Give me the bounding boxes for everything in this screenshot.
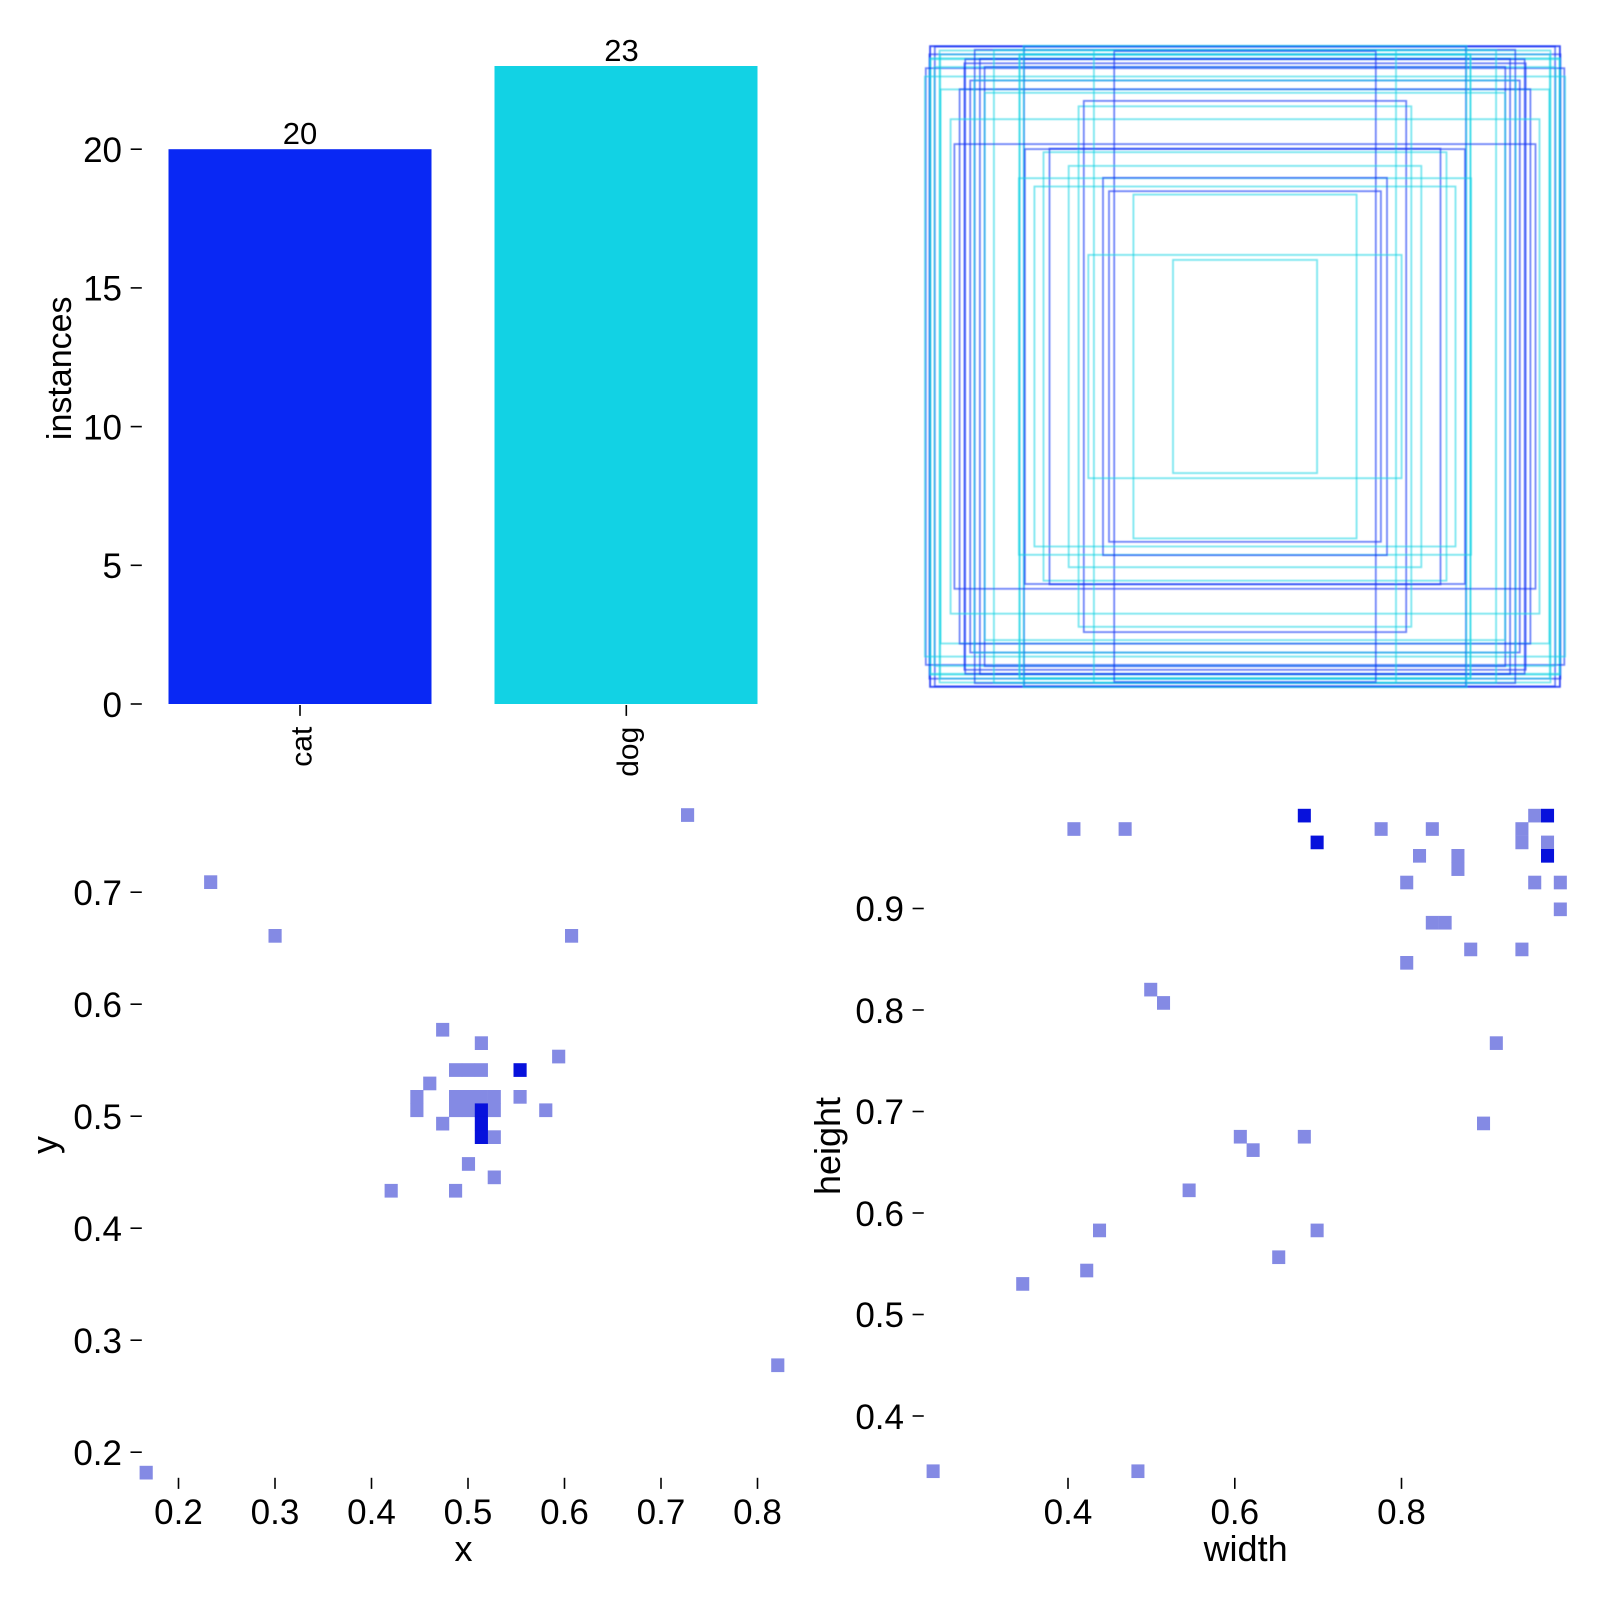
svg-text:0: 0 bbox=[103, 686, 122, 725]
svg-text:cat: cat bbox=[286, 726, 319, 767]
svg-text:0.3: 0.3 bbox=[251, 1493, 300, 1532]
svg-text:0.8: 0.8 bbox=[855, 992, 904, 1031]
svg-text:0.6: 0.6 bbox=[855, 1195, 904, 1234]
svg-text:y: y bbox=[24, 1136, 65, 1154]
svg-text:0.4: 0.4 bbox=[855, 1398, 904, 1437]
svg-text:dog: dog bbox=[612, 727, 645, 777]
svg-text:width: width bbox=[1203, 1528, 1288, 1569]
svg-text:0.6: 0.6 bbox=[540, 1493, 589, 1532]
svg-text:height: height bbox=[807, 1097, 848, 1195]
svg-text:15: 15 bbox=[83, 270, 122, 309]
svg-text:10: 10 bbox=[83, 408, 122, 447]
svg-text:20: 20 bbox=[283, 116, 317, 151]
svg-text:20: 20 bbox=[83, 131, 122, 170]
svg-text:0.4: 0.4 bbox=[73, 1210, 122, 1249]
svg-text:23: 23 bbox=[604, 33, 638, 68]
svg-text:0.2: 0.2 bbox=[73, 1434, 122, 1473]
svg-text:0.6: 0.6 bbox=[73, 986, 122, 1025]
svg-text:0.5: 0.5 bbox=[855, 1296, 904, 1335]
svg-text:0.6: 0.6 bbox=[1210, 1493, 1259, 1532]
svg-text:0.7: 0.7 bbox=[637, 1493, 686, 1532]
svg-text:0.9: 0.9 bbox=[855, 890, 904, 929]
svg-text:x: x bbox=[455, 1528, 473, 1569]
svg-text:5: 5 bbox=[103, 547, 122, 586]
svg-text:0.2: 0.2 bbox=[154, 1493, 203, 1532]
svg-text:0.7: 0.7 bbox=[73, 874, 122, 913]
svg-text:0.5: 0.5 bbox=[73, 1098, 122, 1137]
svg-text:0.4: 0.4 bbox=[1044, 1493, 1093, 1532]
svg-text:0.4: 0.4 bbox=[347, 1493, 396, 1532]
svg-text:0.8: 0.8 bbox=[733, 1493, 782, 1532]
svg-text:0.5: 0.5 bbox=[444, 1493, 493, 1532]
svg-text:instances: instances bbox=[41, 296, 79, 440]
svg-text:0.8: 0.8 bbox=[1377, 1493, 1426, 1532]
svg-text:0.7: 0.7 bbox=[855, 1093, 904, 1132]
svg-text:0.3: 0.3 bbox=[73, 1322, 122, 1361]
